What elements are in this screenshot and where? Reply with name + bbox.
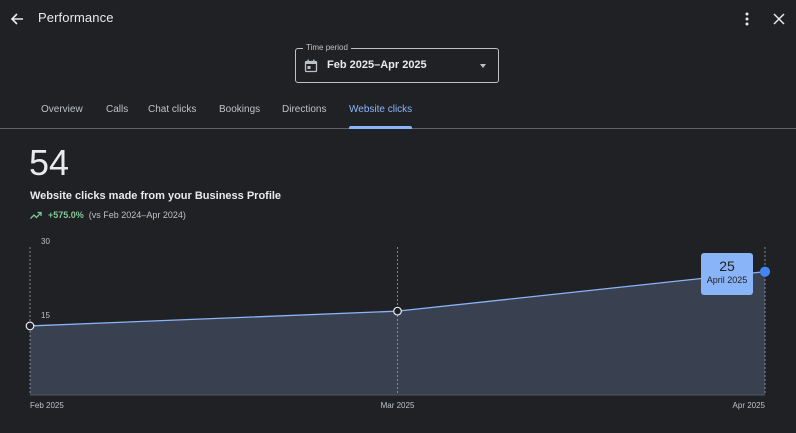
- page-title: Performance: [38, 10, 114, 25]
- calendar-icon: [304, 59, 318, 73]
- tab-overview[interactable]: Overview: [41, 104, 83, 115]
- arrow-back-icon: [10, 13, 23, 25]
- time-period-value: Feb 2025–Apr 2025: [327, 59, 427, 71]
- caret-down-icon: [480, 64, 486, 68]
- x-tick-label: Mar 2025: [381, 401, 415, 410]
- x-tick-label: Apr 2025: [733, 401, 766, 410]
- trending-up-icon: [30, 211, 42, 219]
- data-point: [393, 306, 402, 316]
- chart-area: [30, 271, 765, 395]
- website-clicks-chart: 15 30 Feb 2025 Mar 2025 Apr 2025: [25, 237, 771, 410]
- close-button[interactable]: [765, 5, 793, 33]
- metric-tabs: Overview Calls Chat clicks Bookings Dire…: [0, 97, 796, 129]
- data-point: [25, 321, 35, 331]
- header-bar: Performance: [0, 0, 796, 38]
- metric-description: Website clicks made from your Business P…: [30, 190, 282, 202]
- data-point: [759, 266, 771, 277]
- tab-website-clicks[interactable]: Website clicks: [349, 97, 413, 129]
- tab-directions[interactable]: Directions: [282, 104, 327, 115]
- x-tick-label: Feb 2025: [30, 401, 64, 410]
- time-period-label: Time period: [303, 43, 351, 53]
- metric-total: 54: [29, 142, 70, 183]
- tab-chat-clicks[interactable]: Chat clicks: [148, 104, 197, 115]
- close-icon: [773, 13, 785, 25]
- time-period-select[interactable]: Time period Feb 2025–Apr 2025: [295, 43, 499, 83]
- more-vert-icon: [745, 12, 749, 26]
- trend-percent: +575.0%: [48, 210, 84, 220]
- back-button[interactable]: [3, 5, 31, 33]
- tab-bookings[interactable]: Bookings: [219, 104, 261, 115]
- tab-calls[interactable]: Calls: [106, 104, 129, 115]
- more-options-button[interactable]: [733, 5, 761, 33]
- trend-comparison: (vs Feb 2024–Apr 2024): [88, 210, 186, 220]
- tooltip-date: April 2025: [706, 275, 748, 285]
- tooltip-value: 25: [719, 258, 735, 274]
- chart-tooltip: 25 April 2025: [701, 253, 753, 295]
- y-tick-label: 30: [41, 237, 50, 246]
- y-tick-label: 15: [41, 311, 50, 320]
- trend-row: +575.0% (vs Feb 2024–Apr 2024): [30, 209, 186, 221]
